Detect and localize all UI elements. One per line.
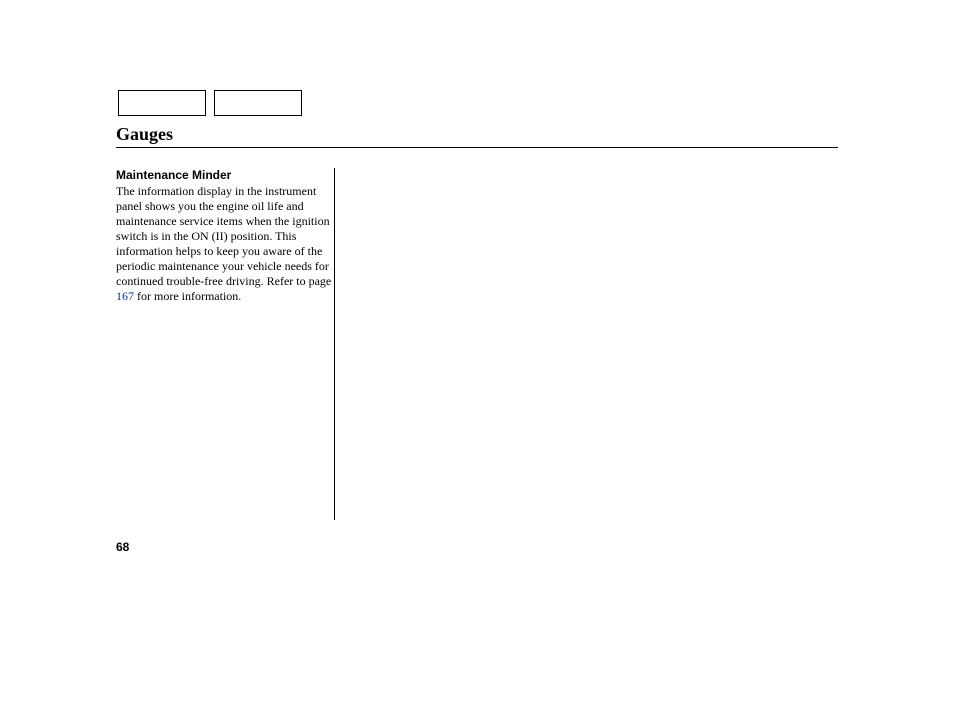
section-title: Gauges (116, 124, 173, 145)
sub-heading: Maintenance Minder (116, 168, 334, 182)
header-boxes (118, 90, 302, 116)
body-text-post: for more information. (134, 289, 241, 303)
title-rule (116, 147, 838, 148)
body-paragraph: The information display in the instrumen… (116, 184, 334, 304)
column-divider (334, 168, 335, 520)
header-box-1 (118, 90, 206, 116)
content-column: Maintenance Minder The information displ… (116, 168, 334, 304)
page-number: 68 (116, 540, 129, 554)
header-box-2 (214, 90, 302, 116)
manual-page: Gauges Maintenance Minder The informatio… (0, 0, 954, 710)
page-reference-link[interactable]: 167 (116, 289, 134, 303)
body-text-pre: The information display in the instrumen… (116, 184, 331, 288)
